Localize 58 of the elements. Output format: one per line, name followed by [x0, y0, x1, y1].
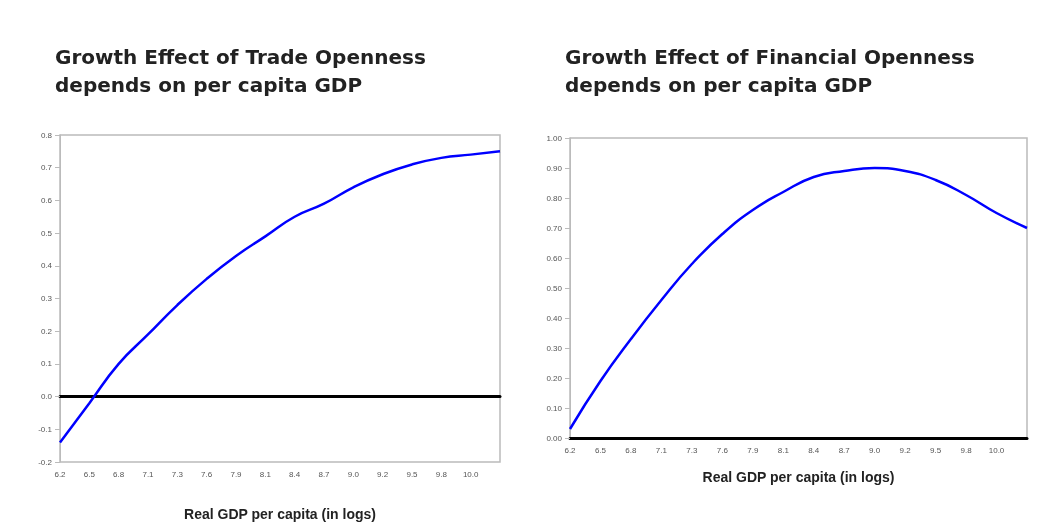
x-tick-label: 8.7: [318, 469, 331, 479]
y-tick-label: 0.0: [40, 392, 53, 402]
x-tick-label: 9.8: [960, 445, 973, 455]
x-tick-label: 8.4: [808, 445, 820, 455]
y-tick-label: -0.1: [38, 424, 53, 434]
y-tick-label: 0.40: [546, 313, 563, 323]
y-tick-label: 0.3: [40, 294, 53, 303]
x-axis-title: Real GDP per capita (in logs): [702, 469, 895, 485]
y-tick-label: -0.2: [38, 457, 53, 467]
y-tick-label: 0.60: [546, 253, 563, 263]
x-tick-label: 7.3: [686, 445, 698, 455]
line-series: [58, 150, 502, 444]
x-tick-label: 6.8: [625, 445, 638, 455]
x-tick-label: 9.0: [869, 445, 881, 455]
x-axis-title: Real GDP per capita (in logs): [184, 506, 376, 522]
y-tick-label: 0.4: [40, 261, 53, 271]
y-tick-label: 0.2: [40, 326, 53, 336]
y-tick-label: 0.1: [40, 359, 53, 369]
y-tick-label: 0.70: [546, 223, 563, 233]
y-tick-label: 0.20: [546, 373, 563, 383]
x-tick-label: 6.2: [564, 445, 577, 455]
x-tick-label: 6.2: [54, 469, 67, 479]
y-tick-label: 0.50: [546, 283, 563, 293]
x-tick-label: 9.2: [899, 445, 912, 455]
y-tick-label: 0.5: [40, 228, 53, 238]
x-tick-label: 7.1: [142, 469, 155, 479]
x-tick-label: 9.5: [930, 445, 942, 455]
x-tick-label: 7.6: [716, 445, 729, 455]
x-tick-label: 8.7: [838, 445, 851, 455]
chart-title: Growth Effect of Trade Openness depends on per capita GDP: [55, 45, 426, 97]
y-tick-label: 0.10: [546, 403, 563, 413]
x-tick-label: 7.3: [171, 469, 184, 479]
line-series: [568, 166, 1029, 431]
x-tick-label: 7.6: [201, 469, 213, 479]
y-tick-label: 0.90: [546, 163, 563, 173]
x-tick-label: 9.8: [435, 469, 448, 479]
x-tick-label: 6.8: [113, 469, 125, 479]
x-tick-label: 7.9: [747, 445, 759, 455]
y-tick-label: 1.00: [546, 133, 563, 143]
x-tick-label: 9.2: [377, 469, 389, 479]
y-tick-label: 0.00: [546, 433, 563, 443]
y-tick-label: 0.30: [546, 343, 563, 353]
y-tick-label: 0.80: [546, 193, 563, 203]
y-tick-label: 0.8: [40, 130, 53, 140]
x-tick-label: 6.5: [83, 469, 96, 479]
x-tick-label: 8.1: [777, 445, 790, 455]
chart-title: Growth Effect of Financial Openness depends on per capita GDP: [565, 45, 975, 97]
x-tick-label: 9.0: [347, 469, 360, 479]
y-tick-label: 0.6: [40, 195, 53, 205]
x-tick-label: 8.1: [259, 469, 272, 479]
y-tick-label: 0.7: [40, 163, 53, 173]
x-tick-label: 10.0: [988, 445, 1005, 455]
x-tick-label: 8.4: [289, 469, 301, 479]
x-tick-label: 10.0: [462, 469, 479, 479]
x-tick-label: 7.9: [230, 469, 243, 479]
x-tick-label: 9.5: [406, 469, 419, 479]
x-tick-label: 7.1: [655, 445, 668, 455]
x-tick-label: 6.5: [594, 445, 607, 455]
